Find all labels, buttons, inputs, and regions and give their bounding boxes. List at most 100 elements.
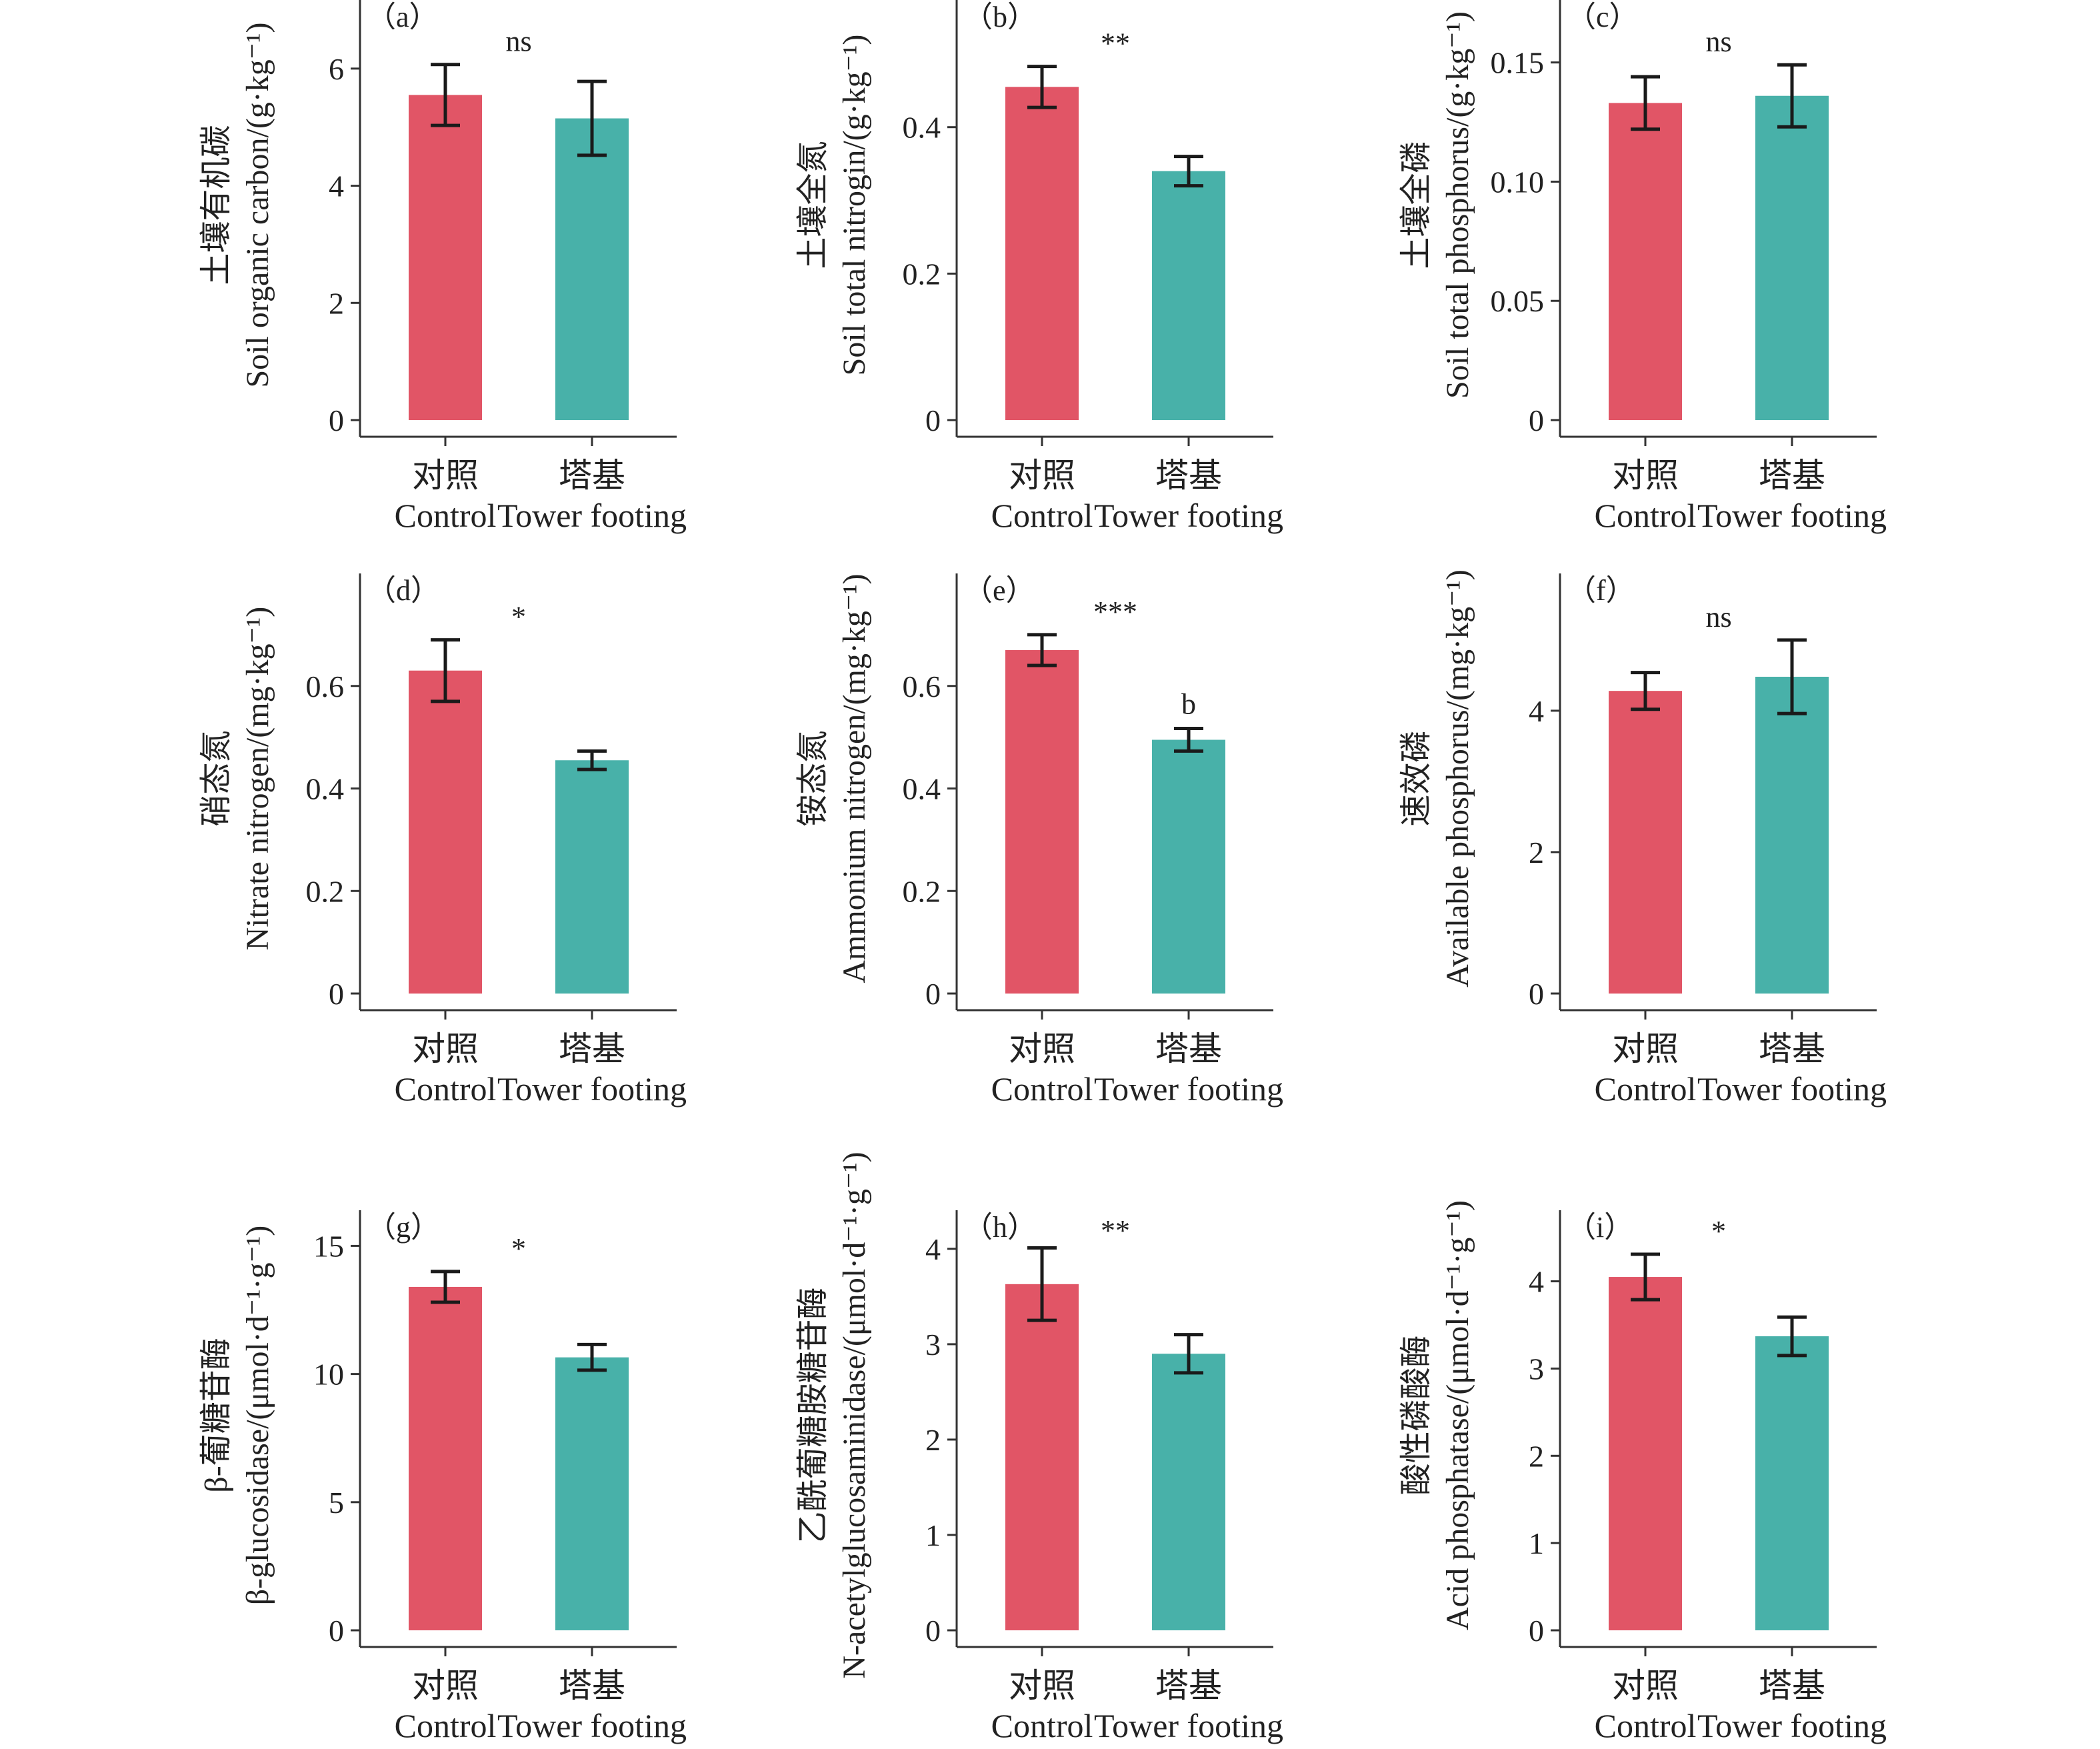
bar-control [1609,1277,1682,1630]
significance-marker: ns [1705,25,1731,58]
y-tick-label: 6 [329,52,344,86]
bar-control [409,1286,482,1630]
y-axis-title-en: Ammonium nitrogen/(mg·kg⁻¹) [837,573,872,983]
y-axis-title-en: Soil total nitrogin/(g·kg⁻¹) [837,35,872,376]
x-category-label-en: Control [395,1070,497,1108]
y-axis-title-en: β-glucosidase/(μmol·d⁻¹·g⁻¹) [240,1226,275,1605]
y-tick-label: 0 [1529,977,1544,1011]
panel-label: （c） [1567,1,1639,33]
y-tick-label: 0.2 [903,874,941,908]
x-category-label-en: Control [991,1707,1093,1744]
y-axis-title-en: Available phosphorus/(mg·kg⁻¹) [1440,569,1475,988]
y-tick-label: 0 [925,1614,941,1648]
y-tick-label: 3 [925,1328,941,1362]
x-category-label-cn: 对照 [412,457,479,494]
bar-tower-footing [1152,171,1225,420]
bar-control [409,95,482,420]
x-category-label-cn: 塔基 [1759,1667,1825,1704]
bar-annotation: b [1181,688,1196,721]
y-axis-title-cn: 酸性磷酸酶 [1399,1335,1434,1495]
x-category-label-en: Tower footing [1094,497,1283,534]
panel-label: （g） [367,1211,440,1244]
y-tick-label: 0.4 [903,772,941,806]
y-tick-label: 0 [1529,1614,1544,1648]
x-category-label-cn: 塔基 [559,1667,625,1704]
x-category-label-cn: 对照 [1009,457,1075,494]
panel-label: （a） [367,1,439,33]
bar-control [1005,1284,1079,1630]
y-axis-title-cn: 铵态氮 [795,730,831,826]
y-axis-title-en: Soil organic carbon/(g·kg⁻¹) [240,22,275,387]
x-category-label-en: Control [1595,1707,1697,1744]
x-category-label-cn: 塔基 [559,457,625,494]
y-tick-label: 1 [925,1518,941,1552]
x-category-label-cn: 塔基 [1759,457,1825,494]
panel-label: （d） [367,574,440,607]
y-tick-label: 2 [925,1423,941,1457]
x-category-label-cn: 对照 [1009,1030,1075,1068]
y-axis-title-cn: 土壤有机碳 [199,125,234,285]
significance-marker: * [511,1232,526,1265]
bar-control [1609,691,1682,994]
y-axis-title-en: Soil total phosphorus/(g·kg⁻¹) [1440,11,1475,399]
y-axis-title-cn: 速效磷 [1399,730,1434,826]
y-tick-label: 0.10 [1491,165,1545,199]
bar-tower-footing [555,1357,629,1630]
significance-marker: ** [1101,27,1130,60]
x-category-label-en: Tower footing [1697,1707,1887,1744]
y-tick-label: 5 [329,1486,344,1520]
x-category-label-en: Control [395,1707,497,1744]
x-category-label-en: Control [395,497,497,534]
significance-marker: * [511,601,526,633]
x-category-label-cn: 对照 [412,1667,479,1704]
y-axis-title-cn: 硝态氮 [199,730,234,826]
bar-control [1005,649,1079,994]
y-tick-label: 0.6 [903,669,941,703]
x-category-label-cn: 对照 [1612,457,1679,494]
bar-tower-footing [1152,1354,1225,1630]
x-category-label-en: Tower footing [497,497,687,534]
y-tick-label: 0.2 [306,874,345,908]
panel-label: （e） [963,574,1035,607]
y-tick-label: 2 [1529,835,1544,869]
y-tick-label: 0.4 [306,772,345,806]
y-tick-label: 4 [925,1232,941,1266]
bar-tower-footing [1755,676,1829,994]
bar-tower-footing [555,118,629,421]
x-category-label-en: Tower footing [1697,1070,1887,1108]
y-tick-label: 0.15 [1491,46,1545,80]
bar-control [409,670,482,994]
significance-marker: ** [1101,1214,1130,1247]
panel-label: （i） [1567,1211,1633,1244]
y-axis-title-en: Nitrate nitrogen/(mg·kg⁻¹) [240,607,275,951]
bar-tower-footing [555,760,629,994]
significance-marker: *** [1093,595,1137,628]
y-tick-label: 2 [329,286,344,320]
y-tick-label: 0 [329,977,344,1011]
y-tick-label: 0 [1529,403,1544,437]
bar-tower-footing [1755,95,1829,420]
x-category-label-cn: 塔基 [559,1030,625,1068]
y-tick-label: 0 [329,1614,344,1648]
y-tick-label: 0.2 [903,257,941,291]
y-tick-label: 0.05 [1491,284,1545,318]
y-axis-title-cn: 乙酰葡糖胺糖苷酶 [795,1287,831,1543]
significance-marker: ns [505,25,531,58]
y-tick-label: 4 [329,169,344,203]
x-category-label-en: Tower footing [1697,497,1887,534]
x-category-label-en: Control [1595,497,1697,534]
x-category-label-cn: 塔基 [1759,1030,1825,1068]
y-axis-title-en: N-acetylglucosaminidase/(μmol·d⁻¹·g⁻¹) [837,1152,872,1678]
y-tick-label: 0.6 [306,669,345,703]
significance-marker: * [1711,1215,1726,1248]
y-tick-label: 0.4 [903,111,941,145]
x-category-label-cn: 对照 [1612,1667,1679,1704]
